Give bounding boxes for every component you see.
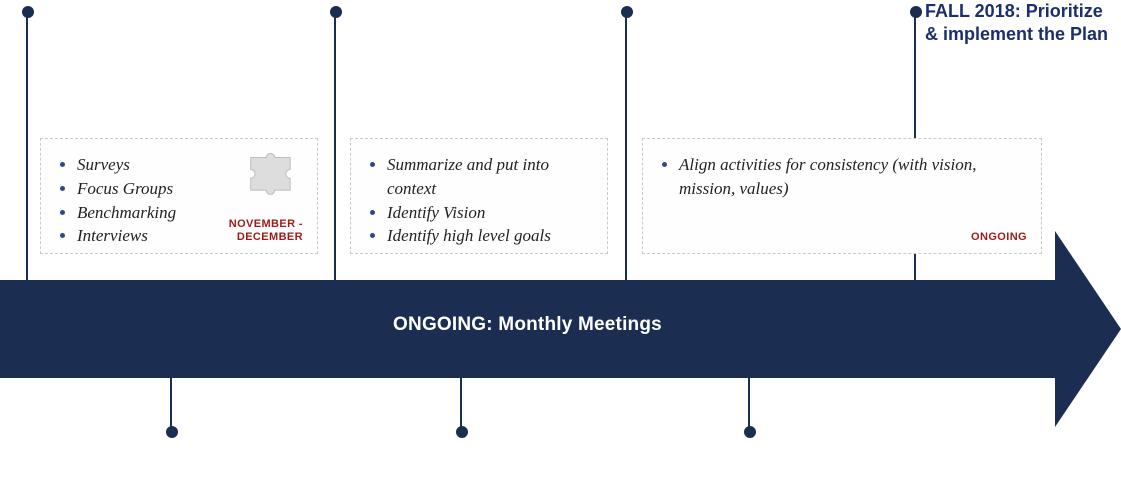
vline-top-2-dot — [330, 6, 342, 18]
puzzle-piece-icon — [245, 149, 301, 197]
vline-bottom-1-dot — [166, 426, 178, 438]
arrow-head — [1055, 231, 1121, 427]
callout-fall-2018: FALL 2018: Prioritize & implement the Pl… — [925, 0, 1115, 45]
phase-box-2: Summarize and put into context Identify … — [350, 138, 608, 254]
vline-bottom-2-dot — [456, 426, 468, 438]
vline-bottom-3-dot — [744, 426, 756, 438]
list-item: Identify high level goals — [387, 224, 589, 248]
vline-top-1-line — [26, 11, 28, 280]
phase-3-tag: ONGOING — [971, 231, 1027, 245]
vline-top-1-dot — [22, 6, 34, 18]
vline-bottom-2-line — [460, 378, 462, 430]
vline-bottom-3-line — [748, 378, 750, 430]
vline-top-2-line — [334, 11, 336, 280]
phase-3-list: Align activities for consistency (with v… — [661, 153, 1023, 201]
arrow-label: ONGOING: Monthly Meetings — [0, 314, 1055, 336]
phase-2-list: Summarize and put into context Identify … — [369, 153, 589, 248]
vline-top-4-dot — [910, 6, 922, 18]
phase-box-1: Surveys Focus Groups Benchmarking Interv… — [40, 138, 318, 254]
vline-top-3-dot — [621, 6, 633, 18]
timeline-diagram: ONGOING: Monthly Meetings FALL 2018: Pri… — [0, 0, 1121, 503]
list-item: Align activities for consistency (with v… — [679, 153, 1023, 201]
phase-box-3: Align activities for consistency (with v… — [642, 138, 1042, 254]
list-item: Summarize and put into context — [387, 153, 589, 201]
list-item: Identify Vision — [387, 201, 589, 225]
vline-top-3-line — [625, 11, 627, 280]
phase-1-tag: NOVEMBER - DECEMBER — [229, 218, 303, 246]
vline-bottom-1-line — [170, 378, 172, 430]
